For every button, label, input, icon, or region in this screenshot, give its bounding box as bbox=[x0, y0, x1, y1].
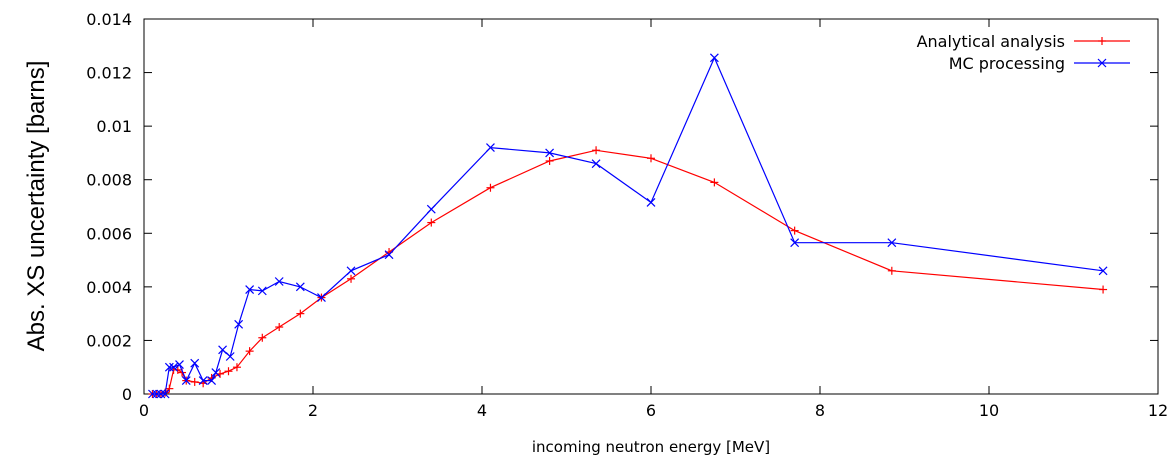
plot-frame bbox=[143, 18, 1159, 395]
x-tick-label: 6 bbox=[646, 401, 656, 420]
data-point bbox=[591, 159, 601, 169]
data-point bbox=[486, 183, 495, 192]
data-point bbox=[790, 238, 800, 248]
data-point bbox=[207, 376, 217, 386]
data-point bbox=[1099, 285, 1108, 294]
x-tick-label: 12 bbox=[1148, 401, 1168, 420]
data-point bbox=[169, 362, 178, 372]
data-point bbox=[486, 143, 495, 152]
data-point bbox=[347, 274, 356, 283]
data-point bbox=[245, 347, 254, 356]
legend-marker bbox=[1097, 58, 1107, 68]
y-tick-label: 0 bbox=[122, 385, 132, 404]
x-axis-label: incoming neutron energy [MeV] bbox=[532, 438, 770, 456]
y-axis-label: Abs. XS uncertainty [barns] bbox=[23, 61, 50, 352]
data-point bbox=[647, 154, 655, 163]
data-point bbox=[317, 293, 326, 302]
data-point bbox=[160, 389, 170, 399]
series-line bbox=[152, 149, 1104, 395]
data-point bbox=[165, 384, 174, 393]
data-point bbox=[198, 376, 208, 386]
data-point bbox=[646, 198, 656, 207]
data-point bbox=[258, 333, 267, 342]
data-point bbox=[427, 218, 436, 227]
data-point bbox=[887, 266, 896, 275]
data-point bbox=[211, 368, 221, 377]
y-tick-label: 0.006 bbox=[86, 224, 132, 243]
data-point bbox=[152, 389, 162, 399]
data-point bbox=[234, 319, 244, 329]
legend: Analytical analysis MC processing bbox=[917, 32, 1130, 73]
data-point bbox=[224, 367, 233, 376]
data-point bbox=[175, 360, 184, 369]
data-point bbox=[426, 204, 436, 214]
data-point bbox=[181, 376, 191, 386]
series-layer bbox=[148, 53, 1108, 399]
data-point bbox=[274, 277, 284, 286]
data-point bbox=[257, 286, 267, 296]
data-point bbox=[887, 238, 897, 248]
y-tick-label: 0.01 bbox=[96, 117, 132, 136]
x-tick-label: 2 bbox=[308, 401, 318, 420]
data-point bbox=[296, 309, 305, 318]
data-point bbox=[156, 389, 166, 399]
data-point bbox=[190, 358, 200, 368]
data-point bbox=[709, 53, 719, 63]
x-tick-label: 10 bbox=[979, 401, 999, 420]
x-tick-label: 8 bbox=[815, 401, 825, 420]
data-point bbox=[592, 146, 601, 155]
data-point bbox=[545, 148, 555, 158]
y-tick-label: 0.012 bbox=[86, 64, 132, 83]
y-tick-label: 0.004 bbox=[86, 278, 132, 297]
data-point bbox=[148, 389, 157, 399]
data-point bbox=[710, 178, 719, 187]
x-tick-label: 0 bbox=[139, 401, 149, 420]
data-point bbox=[275, 323, 284, 332]
data-point bbox=[225, 352, 235, 361]
data-point bbox=[790, 226, 799, 235]
x-tick-label: 4 bbox=[477, 401, 487, 420]
data-point bbox=[545, 156, 554, 165]
y-tick-label: 0.002 bbox=[86, 331, 132, 350]
legend-label: MC processing bbox=[949, 54, 1065, 73]
data-point bbox=[164, 362, 174, 372]
data-point bbox=[295, 282, 305, 292]
series-analytical-analysis bbox=[148, 146, 1108, 398]
legend-marker bbox=[1098, 37, 1106, 45]
data-point bbox=[1098, 266, 1108, 276]
legend-label: Analytical analysis bbox=[917, 32, 1065, 51]
ticks: 0 2 4 6 8 10 12 0 0.002 0.004 0.006 0.008 0.01 0.012 0… bbox=[86, 10, 1168, 420]
y-tick-label: 0.014 bbox=[86, 10, 132, 29]
data-point bbox=[346, 266, 356, 276]
series-mc-processing bbox=[148, 53, 1108, 399]
data-point bbox=[232, 363, 241, 372]
data-point bbox=[218, 345, 228, 355]
y-tick-label: 0.008 bbox=[86, 171, 132, 190]
data-point bbox=[173, 365, 182, 374]
series-line bbox=[152, 56, 1104, 395]
data-point bbox=[384, 250, 394, 260]
data-point bbox=[245, 285, 255, 294]
data-point bbox=[190, 377, 199, 386]
